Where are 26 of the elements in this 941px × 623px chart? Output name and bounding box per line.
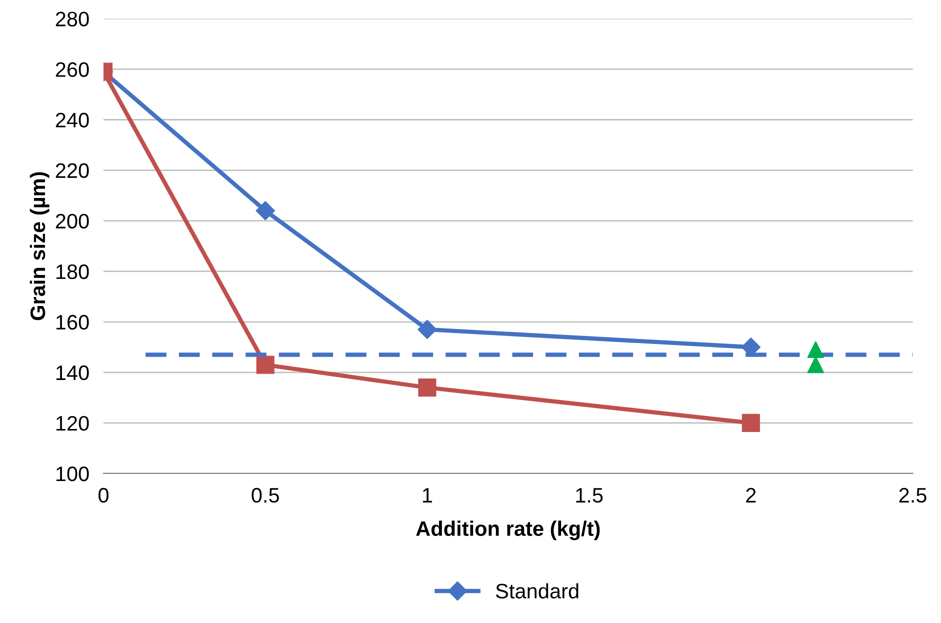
point xyxy=(742,414,760,432)
y-tick-label: 180 xyxy=(56,264,89,280)
x-tick-label: 1 xyxy=(423,488,432,502)
y-tick-label: 120 xyxy=(56,416,89,431)
y-tick-label: 200 xyxy=(56,214,89,229)
x-tick-label: 1.5 xyxy=(576,488,603,503)
y-tick-label: 260 xyxy=(56,62,89,77)
y-tick-label: 220 xyxy=(56,163,89,178)
point xyxy=(418,320,437,339)
x-tick-label: 2.5 xyxy=(899,488,926,503)
point xyxy=(418,378,436,397)
y-axis-title: Grain size (µm) xyxy=(30,172,50,320)
y-tick-label: 240 xyxy=(56,112,89,128)
y-tick-label: 160 xyxy=(56,314,89,330)
x-tick-label: 0 xyxy=(98,488,108,503)
point xyxy=(807,341,824,358)
legend-label: Standard xyxy=(496,583,578,598)
point xyxy=(256,201,275,220)
y-tick-label: 100 xyxy=(56,466,89,482)
x-tick-label: 2 xyxy=(746,488,756,502)
y-tick-label: 140 xyxy=(56,365,89,380)
point xyxy=(807,356,824,374)
x-tick-label: 0.5 xyxy=(252,488,279,503)
point xyxy=(256,356,274,374)
y-tick-label: 280 xyxy=(56,12,89,26)
x-axis-title: Addition rate (kg/t) xyxy=(416,520,600,540)
